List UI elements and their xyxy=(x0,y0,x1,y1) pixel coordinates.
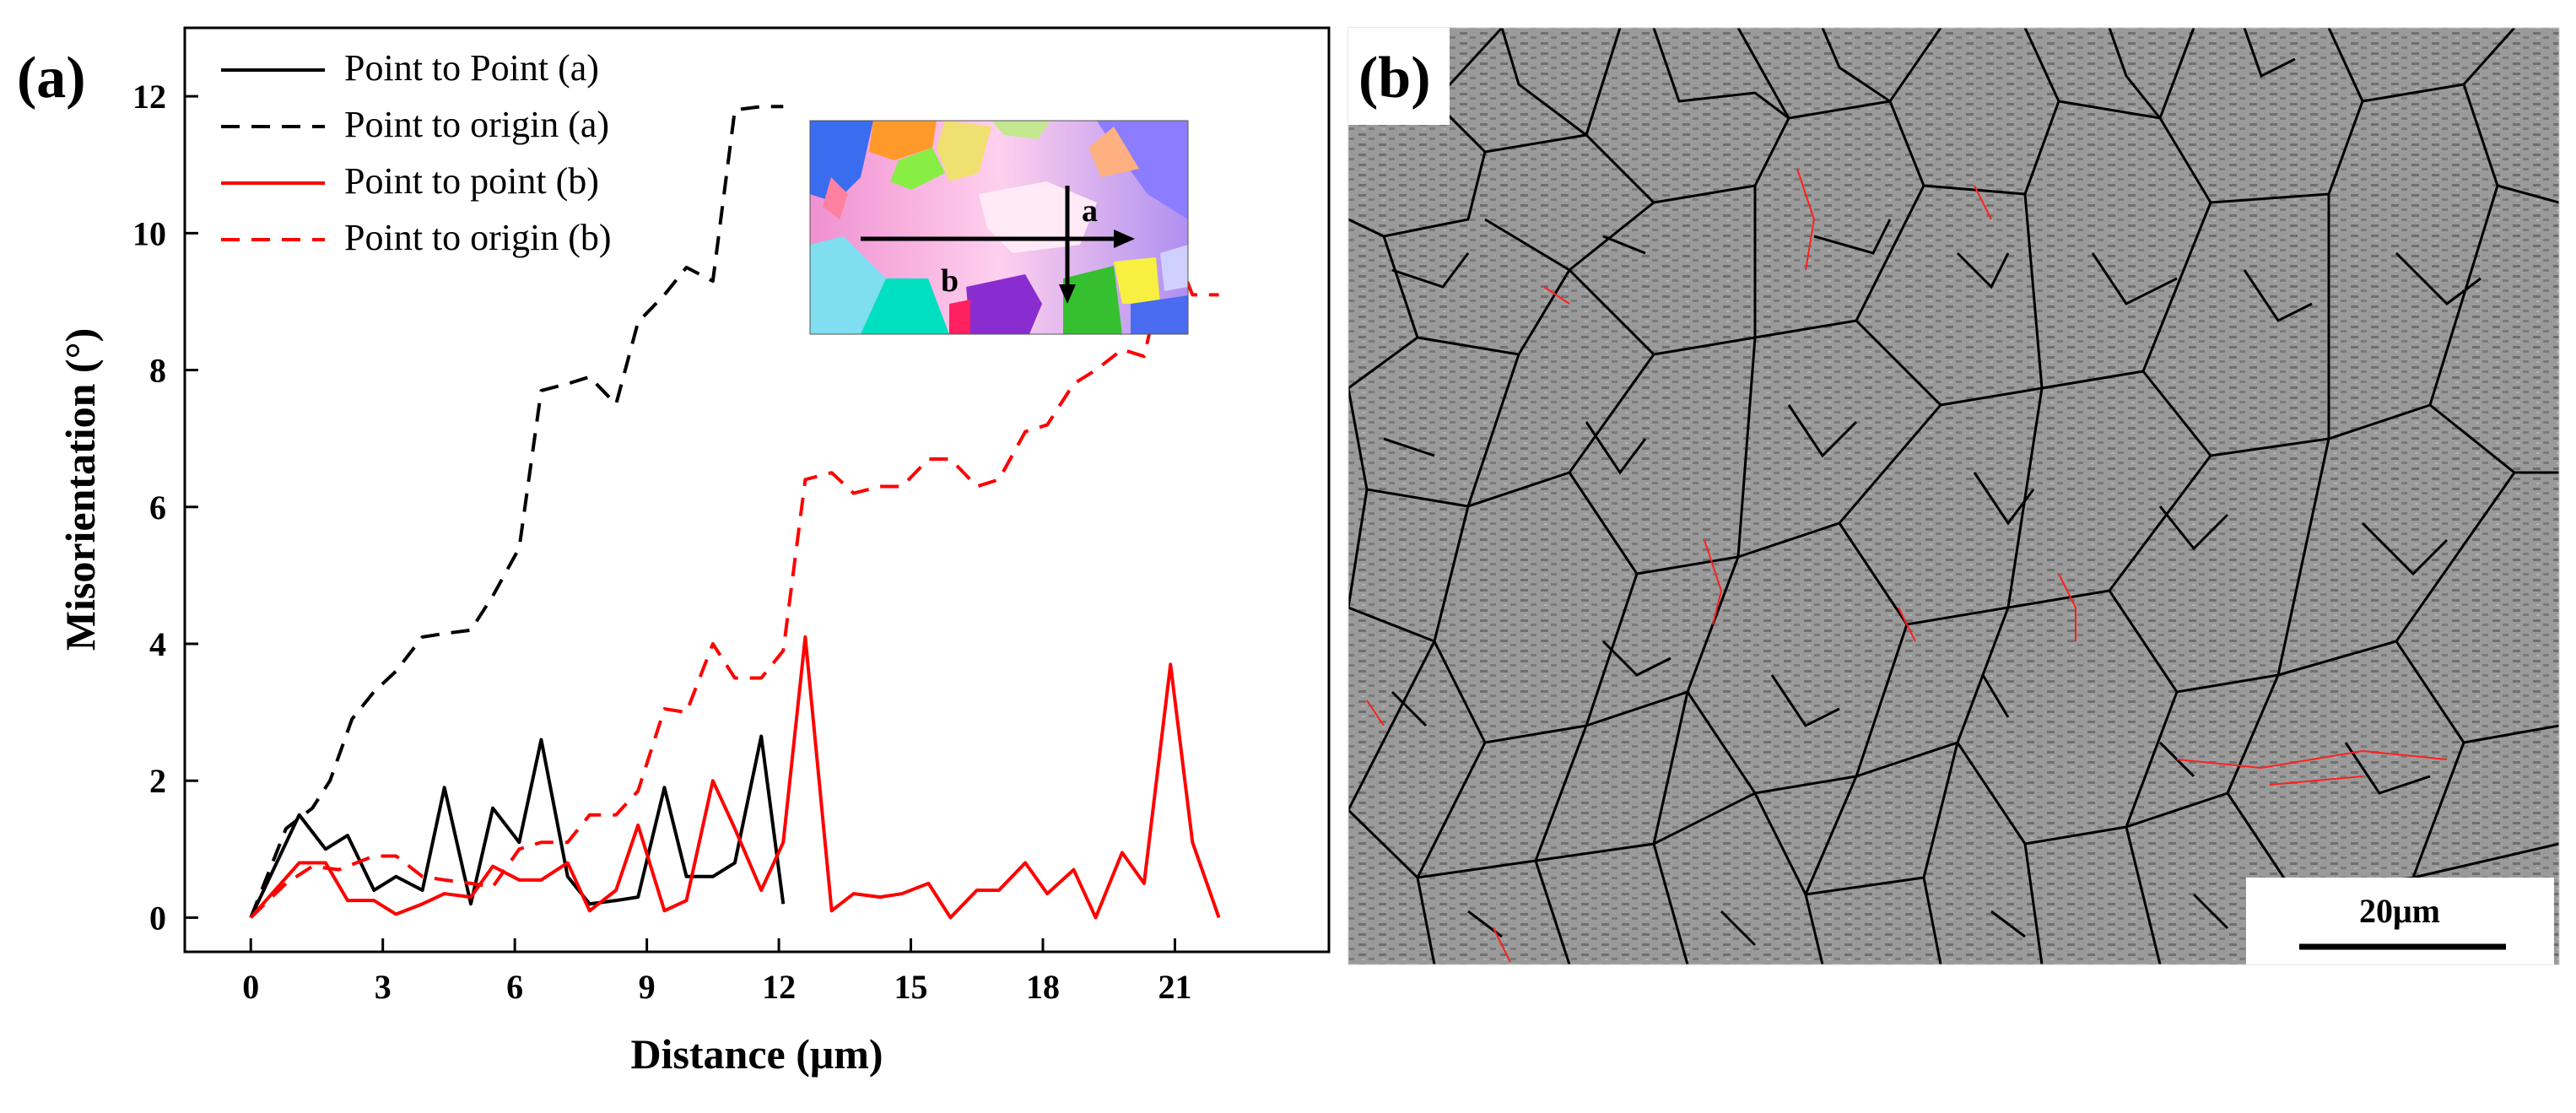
legend-entry: Point to Point (a) xyxy=(344,47,599,89)
panel-a: (a) 0 3 6 9 12 15 18 21 0 2 4 6 8 10 12 Distance (μm)… xyxy=(17,26,1331,1078)
series-line xyxy=(249,238,1219,919)
x-tick-label: 21 xyxy=(1158,968,1191,1006)
legend-entry: Point to origin (b) xyxy=(344,217,612,258)
inset-grain-map: a b xyxy=(809,120,1189,335)
panel-a-label: (a) xyxy=(17,46,86,111)
x-tick-label: 12 xyxy=(762,968,796,1006)
x-tick-label: 15 xyxy=(894,968,928,1006)
x-axis-label: Distance (μm) xyxy=(630,1030,883,1078)
x-tick-label: 0 xyxy=(242,968,259,1006)
plot-frame xyxy=(183,26,1331,954)
x-tick-label: 3 xyxy=(375,968,392,1006)
y-ticks: 0 2 4 6 8 10 12 xyxy=(132,78,198,937)
x-tick-label: 6 xyxy=(506,968,523,1006)
scale-bar-box xyxy=(2246,878,2554,964)
twin-boundaries xyxy=(1366,168,2448,963)
x-tick-label: 18 xyxy=(1026,968,1060,1006)
inset-label-a: a xyxy=(1082,193,1098,229)
series-layer xyxy=(249,105,1221,920)
inset-label-b: b xyxy=(941,263,959,299)
legend-entry: Point to origin (a) xyxy=(344,104,609,145)
y-axis-label: Misorientation (°) xyxy=(57,328,104,651)
y-tick-label: 10 xyxy=(132,214,166,252)
x-tick-label: 9 xyxy=(639,968,656,1006)
panel-b-ebsd-map: (b) 20μm xyxy=(1347,27,2560,965)
series-line xyxy=(249,105,784,919)
scale-bar-label: 20μm xyxy=(2359,892,2440,930)
y-tick-label: 0 xyxy=(149,899,166,937)
series-line xyxy=(249,635,1221,920)
y-tick-label: 4 xyxy=(149,625,166,663)
panel-b-label-box xyxy=(1348,28,1450,125)
legend-entry: Point to point (b) xyxy=(344,160,599,202)
legend: Point to Point (a) Point to origin (a) Poi… xyxy=(221,47,612,258)
y-tick-label: 12 xyxy=(132,78,166,116)
y-tick-label: 6 xyxy=(149,489,166,527)
y-tick-label: 2 xyxy=(149,762,166,800)
panel-b-label: (b) xyxy=(1358,46,1431,111)
y-tick-label: 8 xyxy=(149,352,166,390)
x-ticks: 0 3 6 9 12 15 18 21 xyxy=(242,938,1191,1006)
